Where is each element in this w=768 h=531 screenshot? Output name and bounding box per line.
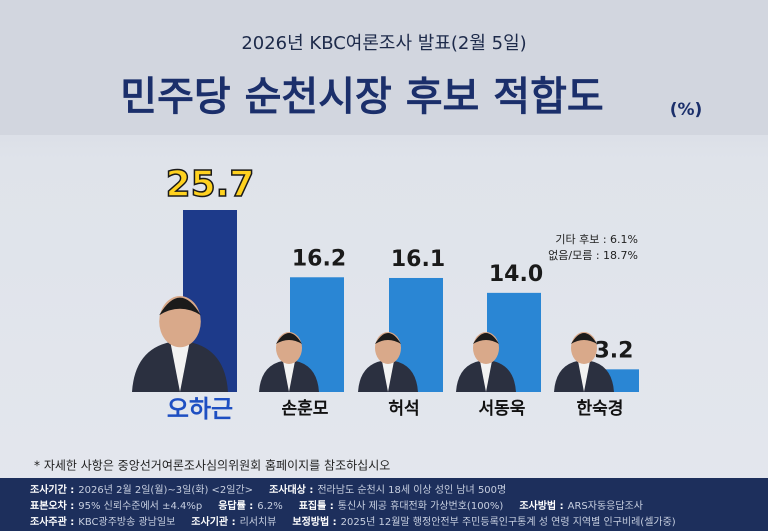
- unit: (%): [670, 100, 703, 120]
- footer-label: 조사주관 :: [30, 517, 75, 528]
- category-label: 한숙경: [577, 399, 624, 419]
- footer-value: 2025년 12월말 행정안전부 주민등록인구통계 성 연령 지역별 인구비례(…: [340, 517, 676, 528]
- footer-label: 조사방법 :: [519, 501, 564, 512]
- candidate-photo: [456, 332, 516, 392]
- value-label: 3.2: [595, 338, 634, 363]
- photo-shirt: [578, 361, 590, 392]
- candidate-photo: [132, 296, 228, 392]
- footer-value: KBC광주방송 광남일보: [78, 517, 176, 528]
- value-label: 25.7: [166, 164, 255, 205]
- footnote: * 자세한 사항은 중앙선거여론조사심의위원회 홈페이지를 참조하십시오: [34, 459, 390, 473]
- footer-label: 조사기간 :: [30, 485, 75, 496]
- footer-label: 응답률 :: [218, 501, 254, 512]
- annotation: 없음/모름 : 18.7%: [548, 249, 638, 262]
- photo-hair: [571, 333, 597, 344]
- value-label: 16.1: [391, 247, 445, 272]
- footer-value: 전라남도 순천시 18세 이상 성인 남녀 500명: [317, 485, 507, 496]
- footer-row: 조사주관 : KBC광주방송 광남일보 조사기관 : 리서치뷰 보정방법 :2025년 …: [30, 513, 768, 529]
- footer-label: 조사대상 :: [269, 485, 314, 496]
- photo-hair: [473, 333, 499, 344]
- chart: 2026년 KBC여론조사 발표(2월 5일) 민주당 순천시장 후보 적합도 …: [0, 0, 768, 473]
- footer: 조사기간 :2026년 2월 2일(월)~3일(화) <2일간> 조사대상 : 전라…: [0, 478, 768, 531]
- subtitle: 2026년 KBC여론조사 발표(2월 5일): [241, 33, 526, 54]
- footer-row: 표본오차 :95% 신뢰수준에서 ±4.4%p 응답률 :6.2% 표집틀 : 통신사…: [30, 497, 768, 513]
- footer-value: 통신사 제공 휴대전화 가상번호(100%): [337, 501, 504, 512]
- footer-row: 조사기간 :2026년 2월 2일(월)~3일(화) <2일간> 조사대상 : 전라…: [30, 481, 768, 497]
- photo-shirt: [382, 361, 394, 392]
- photo-hair: [276, 333, 302, 344]
- footer-value: ARS자동응답조사: [567, 501, 643, 512]
- footer-value: 리서치뷰: [239, 517, 277, 528]
- annotation: 기타 후보 : 6.1%: [555, 233, 638, 246]
- footer-label: 표본오차 :: [30, 501, 75, 512]
- category-label: 서동욱: [479, 399, 526, 419]
- value-label: 16.2: [292, 246, 346, 271]
- photo-shirt: [283, 361, 295, 392]
- photo-shirt: [170, 342, 190, 392]
- footer-label: 조사기관 :: [191, 517, 236, 528]
- category-label: 오하근: [167, 395, 233, 423]
- category-label: 허석: [388, 399, 419, 419]
- footer-value: 6.2%: [257, 501, 283, 512]
- footer-value: 95% 신뢰수준에서 ±4.4%p: [78, 501, 203, 512]
- footer-value: 2026년 2월 2일(월)~3일(화) <2일간>: [78, 485, 254, 496]
- photo-shirt: [480, 361, 492, 392]
- candidate-photo: [358, 332, 418, 392]
- chart-title: 민주당 순천시장 후보 적합도: [120, 74, 603, 120]
- footer-label: 표집틀 :: [298, 501, 334, 512]
- value-label: 14.0: [489, 262, 543, 287]
- photo-hair: [159, 297, 201, 316]
- candidate-photo: [554, 332, 614, 392]
- photo-hair: [375, 333, 401, 344]
- header-band: [0, 0, 768, 135]
- candidate-photo: [259, 332, 319, 392]
- category-label: 손훈모: [282, 398, 329, 419]
- footer-label: 보정방법 :: [292, 517, 337, 528]
